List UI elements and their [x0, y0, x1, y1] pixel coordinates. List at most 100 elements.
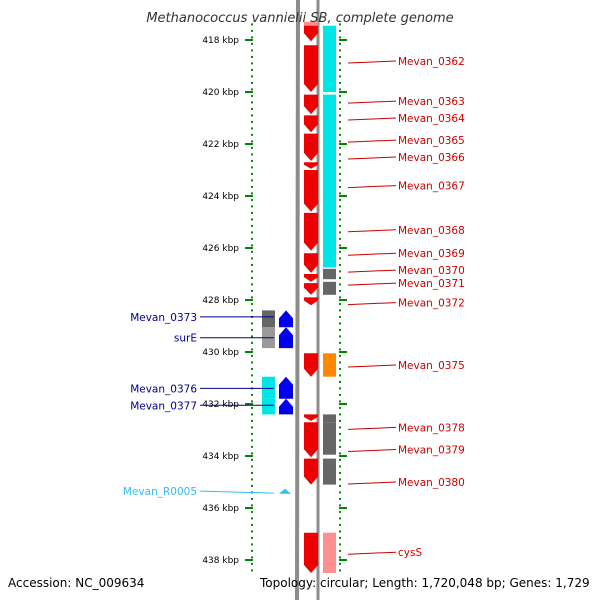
scale-dot: [339, 530, 341, 533]
major-tick-right: [339, 143, 347, 145]
scale-dot: [251, 146, 253, 149]
scale-dot: [251, 23, 253, 26]
reverse-gene-arrow: [279, 327, 293, 349]
accession-text: Accession: NC_009634: [8, 576, 144, 590]
scale-dot: [251, 289, 253, 292]
annotation-box-right: [323, 268, 336, 280]
gene-label-right[interactable]: Mevan_0362: [398, 56, 465, 68]
gene-label-left[interactable]: Mevan_0376: [130, 383, 197, 395]
label-leader-line: [347, 426, 397, 430]
scale-dot: [339, 335, 341, 338]
scale-dot: [251, 569, 253, 572]
label-leader-line: [347, 302, 397, 306]
gene-label-left[interactable]: surE: [174, 333, 197, 345]
scale-dot: [251, 179, 253, 182]
major-tick-left: [245, 39, 253, 41]
scale-dot: [251, 530, 253, 533]
scale-dot: [339, 81, 341, 84]
forward-gene-arrow: [304, 283, 318, 295]
reverse-gene-arrow: [279, 310, 293, 328]
scale-dot: [251, 192, 253, 195]
scale-dot: [339, 159, 341, 162]
label-leader-line: [347, 229, 397, 233]
scale-dot: [339, 328, 341, 331]
gene-features: [279, 21, 318, 573]
scale-dot: [339, 75, 341, 78]
scale-dot: [339, 452, 341, 455]
scale-dot: [339, 244, 341, 247]
major-tick-left: [245, 91, 253, 93]
scale-dot: [339, 250, 341, 253]
axis-tick-label: 418 kbp: [202, 36, 239, 46]
major-tick-left: [245, 455, 253, 457]
genome-summary-text: Topology: circular; Length: 1,720,048 bp…: [259, 576, 590, 590]
gene-label-right[interactable]: Mevan_0363: [398, 96, 465, 108]
annotation-box-right: [323, 281, 336, 295]
forward-gene-arrow: [304, 414, 318, 421]
gene-label-right[interactable]: Mevan_0370: [398, 265, 465, 277]
gene-label-right[interactable]: Mevan_0372: [398, 298, 465, 310]
scale-dot: [251, 341, 253, 344]
scale-dot: [339, 458, 341, 461]
scale-dot: [339, 341, 341, 344]
scale-dot: [251, 478, 253, 481]
gene-label-right[interactable]: Mevan_0379: [398, 445, 465, 457]
axis-tick-label: 420 kbp: [202, 88, 239, 98]
annotation-box-right: [323, 458, 336, 485]
axis-tick-label: 428 kbp: [202, 296, 239, 306]
scale-dot: [339, 322, 341, 325]
gene-label-right[interactable]: Mevan_0380: [398, 477, 465, 489]
scale-dot: [251, 127, 253, 130]
label-leader-line: [347, 449, 397, 452]
scale-dot: [339, 23, 341, 26]
scale-dot: [339, 426, 341, 429]
gene-label-right[interactable]: Mevan_0378: [398, 422, 465, 434]
major-tick-left: [245, 403, 253, 405]
scale-dot: [339, 231, 341, 234]
scale-dot: [251, 335, 253, 338]
scale-dot: [251, 159, 253, 162]
gene-label-right[interactable]: Mevan_0368: [398, 225, 465, 237]
gene-label-left[interactable]: Mevan_0377: [130, 400, 197, 412]
gene-label-right[interactable]: Mevan_0369: [398, 248, 465, 260]
gene-label-right[interactable]: Mevan_0364: [398, 113, 465, 125]
scale-dot: [339, 62, 341, 65]
scale-dot: [251, 504, 253, 507]
scale-dot: [251, 458, 253, 461]
major-tick-right: [339, 247, 347, 249]
gene-labels: Mevan_0362 Mevan_0363 Mevan_0364 Mevan_0365…: [123, 56, 465, 559]
scale-dot: [339, 491, 341, 494]
scale-dot: [251, 406, 253, 409]
gene-label-right[interactable]: Mevan_0366: [398, 152, 465, 164]
scale-dot: [339, 348, 341, 351]
annotation-box-right: [323, 25, 336, 93]
scale-dot: [251, 471, 253, 474]
annotation-box-right: [323, 94, 336, 268]
annotation-box-right: [323, 353, 336, 377]
scale-dot: [339, 114, 341, 117]
scale-dot: [251, 322, 253, 325]
scale-dot: [339, 289, 341, 292]
scale-dot: [339, 562, 341, 565]
gene-label-right[interactable]: Mevan_0367: [398, 181, 465, 193]
scale-dot: [339, 380, 341, 383]
gene-label-right[interactable]: Mevan_0375: [398, 360, 465, 372]
major-tick-right: [339, 299, 347, 301]
scale-dot: [339, 49, 341, 52]
scale-dot: [339, 354, 341, 357]
scale-dot: [251, 94, 253, 97]
scale-dot: [251, 400, 253, 403]
scale-dot: [339, 484, 341, 487]
forward-gene-arrow: [304, 115, 318, 133]
scale-dot: [251, 237, 253, 240]
scale-dot: [339, 140, 341, 143]
annotation-box-right: [323, 414, 336, 423]
scale-dot: [251, 81, 253, 84]
label-leader-line: [347, 551, 397, 555]
gene-label-left[interactable]: Mevan_0373: [130, 312, 197, 324]
gene-label-right[interactable]: cysS: [398, 547, 422, 559]
gene-label-left[interactable]: Mevan_R0005: [123, 486, 197, 498]
backbone-line: [295, 0, 300, 600]
gene-label-right[interactable]: Mevan_0371: [398, 278, 465, 290]
gene-label-right[interactable]: Mevan_0365: [398, 135, 465, 147]
